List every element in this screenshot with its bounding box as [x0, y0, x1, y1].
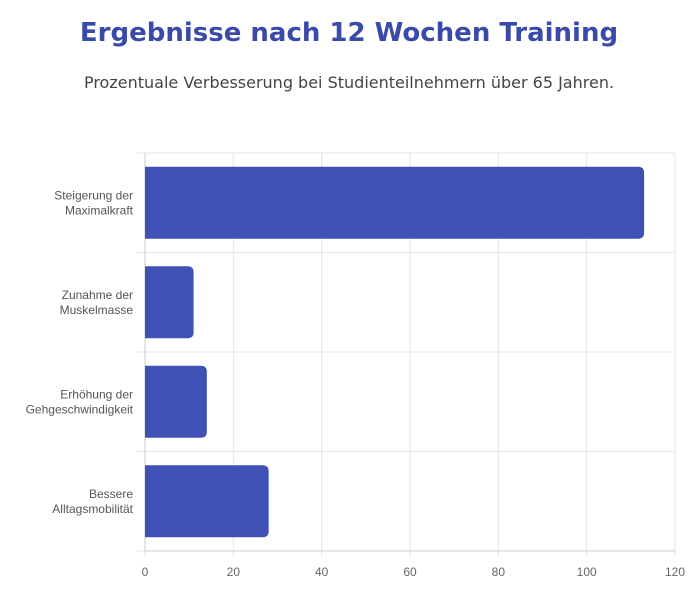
bar [145, 166, 645, 239]
bar [145, 266, 194, 339]
x-tick-label: 100 [577, 565, 597, 579]
x-tick-label: 80 [492, 565, 506, 579]
x-tick-label: 0 [142, 565, 149, 579]
category-label: Zunahme der Muskelmasse [60, 288, 134, 317]
x-tick-label: 20 [227, 565, 241, 579]
bar [145, 465, 269, 538]
chart-title: Ergebnisse nach 12 Wochen Training [79, 18, 619, 48]
bar [145, 365, 207, 438]
category-label: Steigerung der Maximalkraft [54, 188, 133, 217]
chart-subtitle: Prozentuale Verbesserung bei Studienteil… [83, 73, 615, 92]
x-tick-label: 120 [665, 565, 685, 579]
x-tick-label: 40 [315, 565, 329, 579]
category-label: Bessere Alltagsmobilität [52, 487, 133, 516]
category-label: Erhöhung der Gehgeschwindigkeit [26, 387, 134, 416]
x-tick-label: 60 [403, 565, 417, 579]
